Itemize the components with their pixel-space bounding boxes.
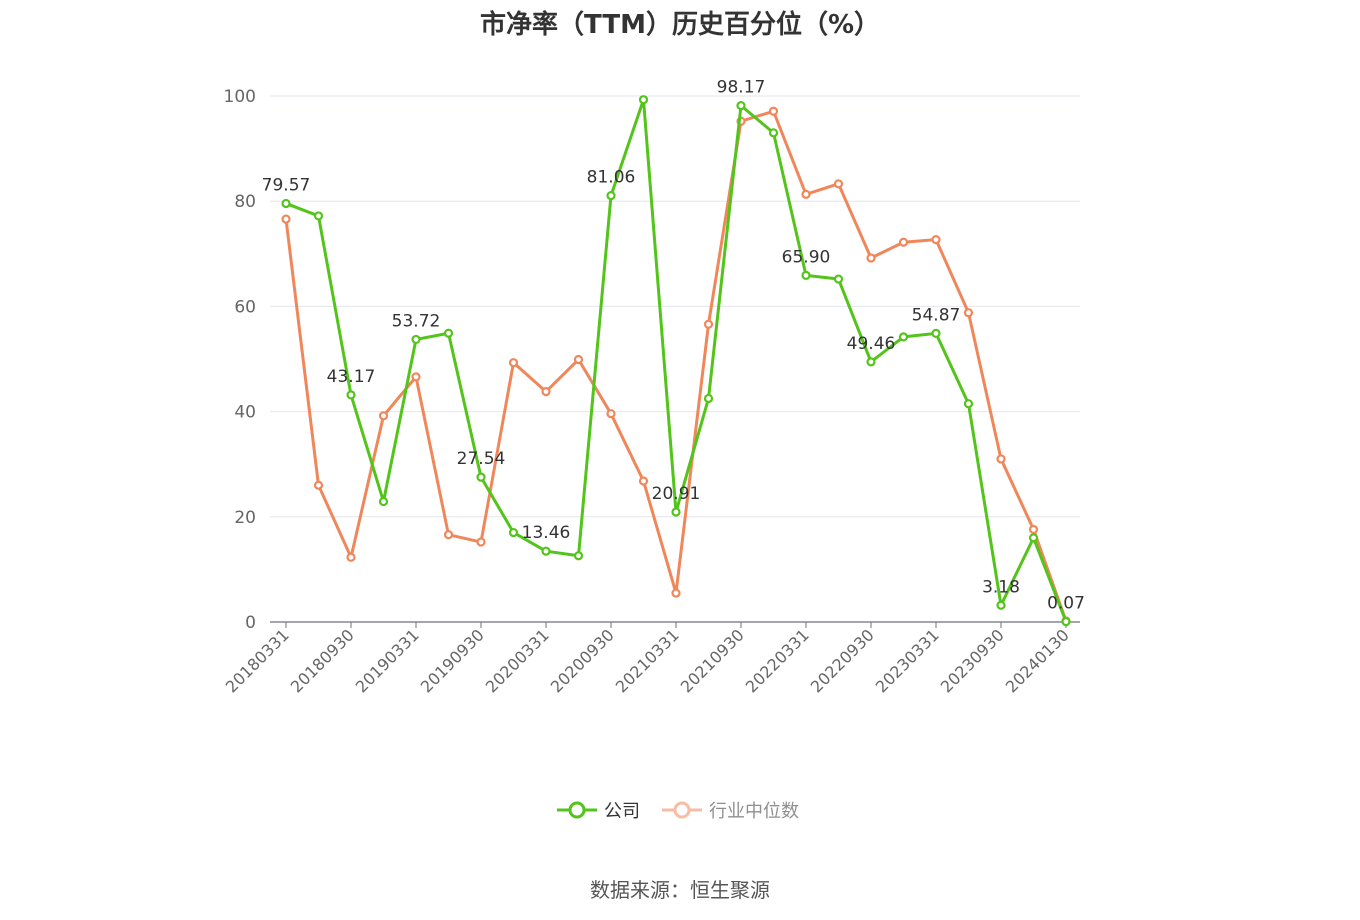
- data-point: [931, 328, 941, 338]
- y-tick-label: 0: [245, 613, 256, 633]
- legend-label: 公司: [604, 801, 640, 822]
- data-point: [411, 372, 421, 382]
- data-point: [346, 552, 356, 562]
- data-point: [963, 308, 974, 318]
- x-tick-label: 20240130: [1002, 625, 1073, 696]
- data-label: 0.07: [1047, 594, 1085, 614]
- data-label: 65.90: [782, 247, 831, 267]
- data-label: 79.57: [262, 175, 311, 195]
- chart-title: 市净率（TTM）历史百分位（%）: [480, 10, 880, 40]
- series-line: [284, 109, 1068, 622]
- data-point: [1028, 524, 1039, 535]
- x-tick-label: 20180930: [287, 625, 358, 696]
- data-label: 53.72: [392, 311, 441, 331]
- series-line: [285, 98, 1068, 623]
- data-label: 3.18: [982, 577, 1020, 597]
- x-tick-label: 20180331: [222, 625, 293, 696]
- data-point: [1061, 617, 1071, 627]
- data-point: [768, 106, 779, 116]
- data-label: 20.91: [652, 484, 701, 504]
- legend-item: 行业中位数: [662, 801, 799, 822]
- data-point: [476, 537, 486, 547]
- data-point: [1028, 533, 1039, 543]
- x-tick-label: 20200331: [482, 625, 553, 696]
- data-point: [313, 480, 324, 490]
- data-point: [801, 189, 811, 199]
- data-point: [703, 393, 714, 404]
- x-tick-label: 20230930: [937, 625, 1008, 696]
- data-point: [313, 211, 324, 221]
- legend: 公司 行业中位数: [557, 801, 799, 822]
- data-point: [703, 319, 714, 329]
- data-source-note: 数据来源：恒生聚源: [590, 878, 770, 902]
- data-point: [606, 191, 616, 201]
- data-label: 49.46: [847, 334, 896, 354]
- data-point: [573, 551, 584, 561]
- data-point: [378, 496, 389, 507]
- x-tick-label: 20200930: [547, 625, 618, 696]
- data-point: [443, 328, 454, 338]
- data-point: [606, 409, 616, 419]
- series-industry-median: [281, 106, 1071, 626]
- x-tick-label: 20190331: [352, 625, 423, 696]
- data-point: [833, 274, 844, 284]
- data-point: [638, 95, 649, 105]
- data-point: [866, 253, 876, 263]
- data-point: [281, 198, 291, 209]
- y-tick-label: 60: [234, 297, 256, 317]
- data-point: [671, 507, 681, 517]
- data-label: 27.54: [457, 449, 506, 469]
- data-point: [996, 600, 1006, 610]
- grid-lines: [270, 95, 1080, 518]
- x-tick-label: 20220331: [742, 625, 813, 696]
- x-tick-label: 20210930: [677, 625, 748, 696]
- x-tick-label: 20220930: [807, 625, 878, 696]
- data-point: [346, 390, 356, 400]
- series-company: [281, 95, 1071, 627]
- data-point: [833, 179, 844, 189]
- data-point: [378, 411, 389, 421]
- data-label: 81.06: [587, 168, 636, 188]
- data-point: [898, 237, 909, 247]
- data-point: [638, 476, 649, 486]
- x-tick-label: 20190930: [417, 625, 488, 696]
- y-tick-label: 80: [234, 192, 256, 212]
- data-point: [411, 334, 421, 345]
- data-point: [736, 101, 746, 111]
- data-point: [931, 234, 941, 245]
- legend-label: 行业中位数: [709, 801, 799, 822]
- data-point: [671, 588, 681, 598]
- data-point: [963, 399, 974, 409]
- x-tick-label: 20210331: [612, 625, 683, 696]
- data-label: 13.46: [522, 523, 571, 543]
- data-point: [443, 530, 454, 540]
- data-label: 54.87: [912, 305, 961, 325]
- data-point: [541, 387, 551, 397]
- data-point: [476, 472, 486, 482]
- y-tick-label: 40: [234, 403, 256, 423]
- data-point: [898, 332, 909, 342]
- data-label: 43.17: [327, 367, 376, 387]
- data-point: [508, 358, 519, 368]
- data-label: 98.17: [717, 78, 766, 98]
- data-point: [996, 454, 1006, 464]
- x-tick-label: 20230331: [872, 625, 943, 696]
- data-point: [768, 128, 779, 138]
- legend-marker: [673, 801, 691, 819]
- y-tick-label: 20: [234, 508, 256, 528]
- data-point: [508, 527, 519, 538]
- data-point: [801, 270, 811, 280]
- data-point: [573, 354, 584, 365]
- data-point: [541, 546, 551, 556]
- data-point: [281, 214, 291, 224]
- legend-item: 公司: [557, 801, 640, 822]
- data-point: [866, 357, 876, 367]
- y-tick-label: 100: [224, 87, 256, 107]
- legend-marker: [568, 801, 586, 819]
